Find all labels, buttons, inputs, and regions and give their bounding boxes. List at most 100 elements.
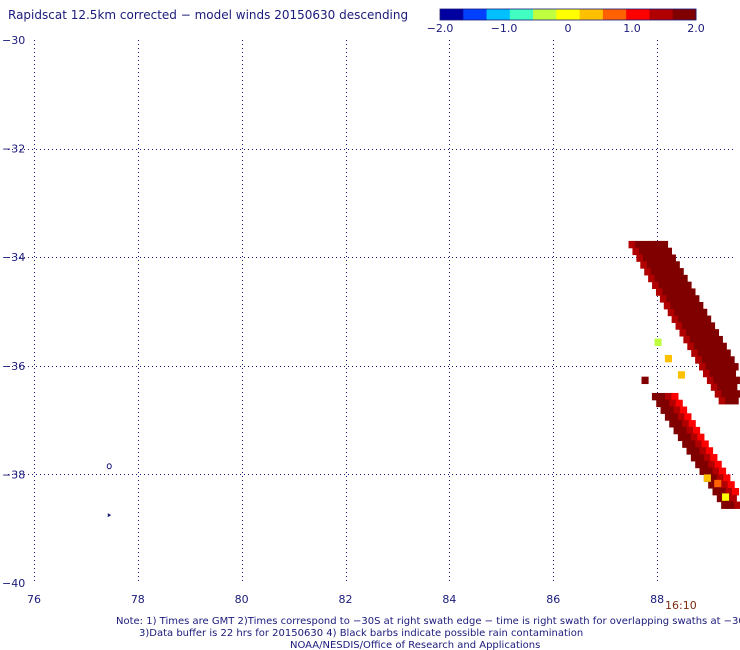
wind-cell xyxy=(658,247,666,256)
wind-cell xyxy=(721,501,729,509)
wind-cell xyxy=(667,308,675,317)
wind-cell xyxy=(695,440,703,448)
chart-title: Rapidscat 12.5km corrected − model winds… xyxy=(8,8,408,22)
wind-cell xyxy=(706,467,714,475)
wind-cell xyxy=(721,481,729,489)
colorbar-segment xyxy=(463,9,488,20)
wind-cell xyxy=(691,349,699,357)
wind-cell xyxy=(713,342,721,351)
wind-cell xyxy=(699,447,707,455)
wind-cell xyxy=(692,329,700,337)
wind-cell xyxy=(682,322,690,330)
wind-cell xyxy=(702,335,710,344)
wind-cell xyxy=(680,406,688,414)
wind-cell xyxy=(680,274,688,283)
wind-cell xyxy=(685,329,694,337)
wind-cell xyxy=(728,369,737,378)
wind-cell xyxy=(706,447,714,455)
wind-cell xyxy=(677,413,685,421)
wind-cell xyxy=(692,295,700,303)
wind-cell xyxy=(658,281,666,290)
wind-cell xyxy=(701,356,709,364)
wind-cell xyxy=(705,363,713,371)
colorbar-segment xyxy=(602,9,627,20)
wind-cell xyxy=(642,254,650,262)
note-line-1: Note: 1) Times are GMT 2)Times correspon… xyxy=(116,616,740,627)
wind-cell xyxy=(693,447,701,455)
wind-cell xyxy=(672,295,680,303)
colorbar-segment xyxy=(440,9,464,20)
wind-cell xyxy=(727,501,735,509)
wind-cell xyxy=(641,376,649,385)
wind-cell xyxy=(671,413,679,421)
wind-cell xyxy=(644,268,652,276)
wind-cell xyxy=(732,376,740,385)
wind-cell xyxy=(679,295,687,303)
wind-cell xyxy=(700,308,708,317)
wind-cell xyxy=(651,247,660,256)
wind-cell xyxy=(731,397,739,405)
wind-cell xyxy=(654,338,662,347)
wind-cell xyxy=(697,433,705,442)
wind-cell xyxy=(653,261,661,269)
wind-cell xyxy=(712,487,720,496)
wind-cell xyxy=(695,460,703,469)
wind-cell xyxy=(683,335,691,344)
wind-cell xyxy=(675,399,683,408)
wind-cell xyxy=(656,399,664,408)
wind-cell xyxy=(664,392,672,401)
wind-cell xyxy=(635,240,643,249)
wind-cell xyxy=(712,467,720,475)
colorbar-segment xyxy=(649,9,674,20)
wind-cell xyxy=(727,356,735,364)
wind-cell xyxy=(715,369,724,378)
wind-cell xyxy=(671,392,679,401)
wind-cell xyxy=(716,494,724,503)
wind-cell xyxy=(704,315,712,323)
colorbar-segment xyxy=(509,9,534,20)
wind-cell xyxy=(666,261,674,269)
wind-cell xyxy=(700,342,708,351)
wind-cell xyxy=(693,342,701,351)
wind-cell xyxy=(696,335,704,344)
wind-cell xyxy=(725,363,733,371)
wind-cell xyxy=(674,274,682,283)
wind-cell xyxy=(678,281,686,290)
wind-cell xyxy=(648,240,656,249)
colorbar-tick-labels: −2.0 −1.0 0 1.0 2.0 xyxy=(427,22,705,35)
wind-cell xyxy=(697,454,705,462)
wind-cell xyxy=(673,426,681,435)
wind-cell xyxy=(671,281,679,290)
wind-cell xyxy=(651,392,660,401)
wind-cell xyxy=(688,440,696,448)
wind-cell xyxy=(701,440,709,448)
wind-cell xyxy=(666,295,674,303)
wind-cell xyxy=(710,454,718,462)
y-tick-label: −40 xyxy=(2,577,25,590)
wind-cell xyxy=(675,288,683,296)
x-tick-label: 80 xyxy=(235,593,249,606)
wind-cell xyxy=(665,281,673,290)
wind-cell xyxy=(664,247,673,256)
wind-cell xyxy=(669,420,677,428)
wind-cell xyxy=(721,390,729,398)
wind-cell xyxy=(640,261,648,269)
wind-cell xyxy=(690,433,698,442)
wind-cell xyxy=(708,460,716,469)
wind-cell xyxy=(646,261,654,269)
wind-cell xyxy=(730,383,738,391)
wind-cell xyxy=(704,349,712,357)
colorbar-segment xyxy=(626,9,650,20)
wind-cell xyxy=(669,399,677,408)
wind-cell xyxy=(717,349,725,357)
wind-cell xyxy=(693,308,701,317)
wind-cell xyxy=(727,390,735,398)
wind-cell xyxy=(675,420,683,428)
wind-cell xyxy=(703,474,711,482)
y-tick-label: −34 xyxy=(2,251,25,264)
wind-cell xyxy=(718,487,727,496)
wind-cell xyxy=(674,308,682,317)
wind-cell xyxy=(722,369,730,378)
wind-cell xyxy=(681,288,690,296)
wind-cell xyxy=(714,390,722,398)
